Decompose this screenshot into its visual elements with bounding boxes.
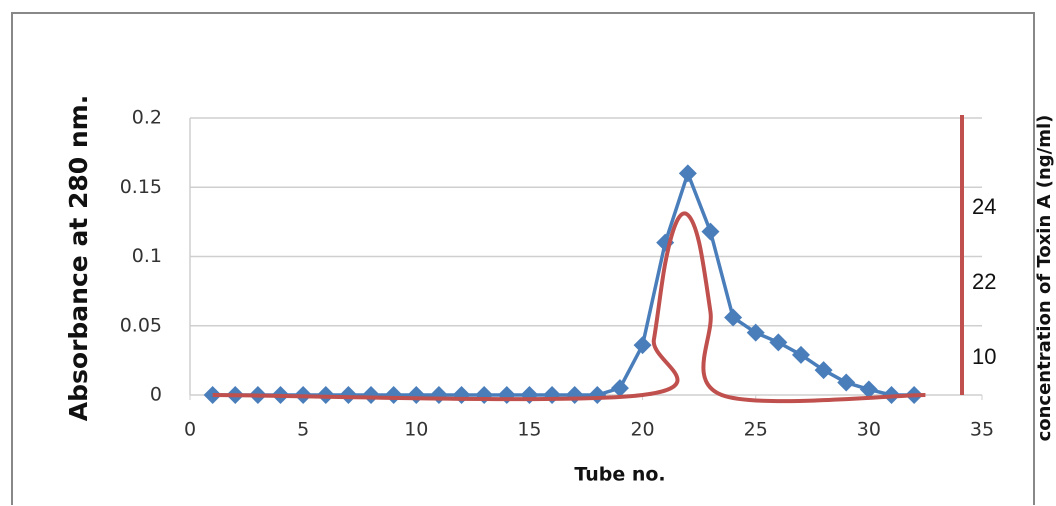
data-point — [429, 386, 448, 404]
data-point — [452, 386, 471, 404]
x-tick-label: 10 — [404, 419, 428, 441]
y2-tick-label: 22 — [972, 269, 996, 294]
series-line — [212, 211, 926, 404]
data-point — [791, 345, 810, 364]
data-point — [746, 323, 765, 342]
x-tick-label: 15 — [517, 419, 541, 441]
data-point — [859, 380, 878, 399]
y2-axis-label: concentration of Toxin A (ng/ml) — [1034, 115, 1055, 442]
data-point — [837, 373, 856, 392]
data-point — [407, 386, 426, 404]
y-tick-label: 0.05 — [120, 314, 162, 336]
data-point — [610, 379, 629, 398]
data-point — [769, 333, 788, 352]
y-axis-label: Absorbance at 280 nm. — [64, 95, 93, 421]
y2-tick-label: 24 — [972, 194, 996, 219]
x-tick-label: 35 — [970, 419, 994, 441]
x-tick-label: 30 — [857, 419, 881, 441]
y-tick-label: 0.15 — [120, 176, 162, 198]
chart-frame — [11, 12, 1035, 505]
data-point — [520, 386, 539, 404]
x-tick-label: 20 — [630, 419, 654, 441]
y2-tick-label: 10 — [972, 344, 996, 369]
data-point — [724, 308, 743, 327]
series-line — [212, 171, 915, 397]
y-tick-label: 0 — [150, 384, 162, 406]
data-point — [543, 386, 562, 404]
data-point — [565, 386, 584, 404]
x-axis-label: Tube no. — [574, 464, 665, 486]
data-point — [362, 386, 381, 404]
x-tick-label: 0 — [184, 419, 196, 441]
data-point — [701, 222, 720, 241]
y-tick-label: 0.1 — [132, 245, 162, 267]
data-point — [678, 164, 697, 183]
data-point — [633, 336, 652, 355]
data-point — [814, 361, 833, 380]
x-tick-label: 25 — [744, 419, 768, 441]
data-point — [497, 386, 516, 404]
data-point — [384, 386, 403, 404]
data-point — [588, 386, 607, 404]
x-tick-label: 5 — [297, 419, 309, 441]
data-point — [339, 386, 358, 404]
data-point — [475, 386, 494, 404]
y-tick-label: 0.2 — [132, 107, 162, 129]
